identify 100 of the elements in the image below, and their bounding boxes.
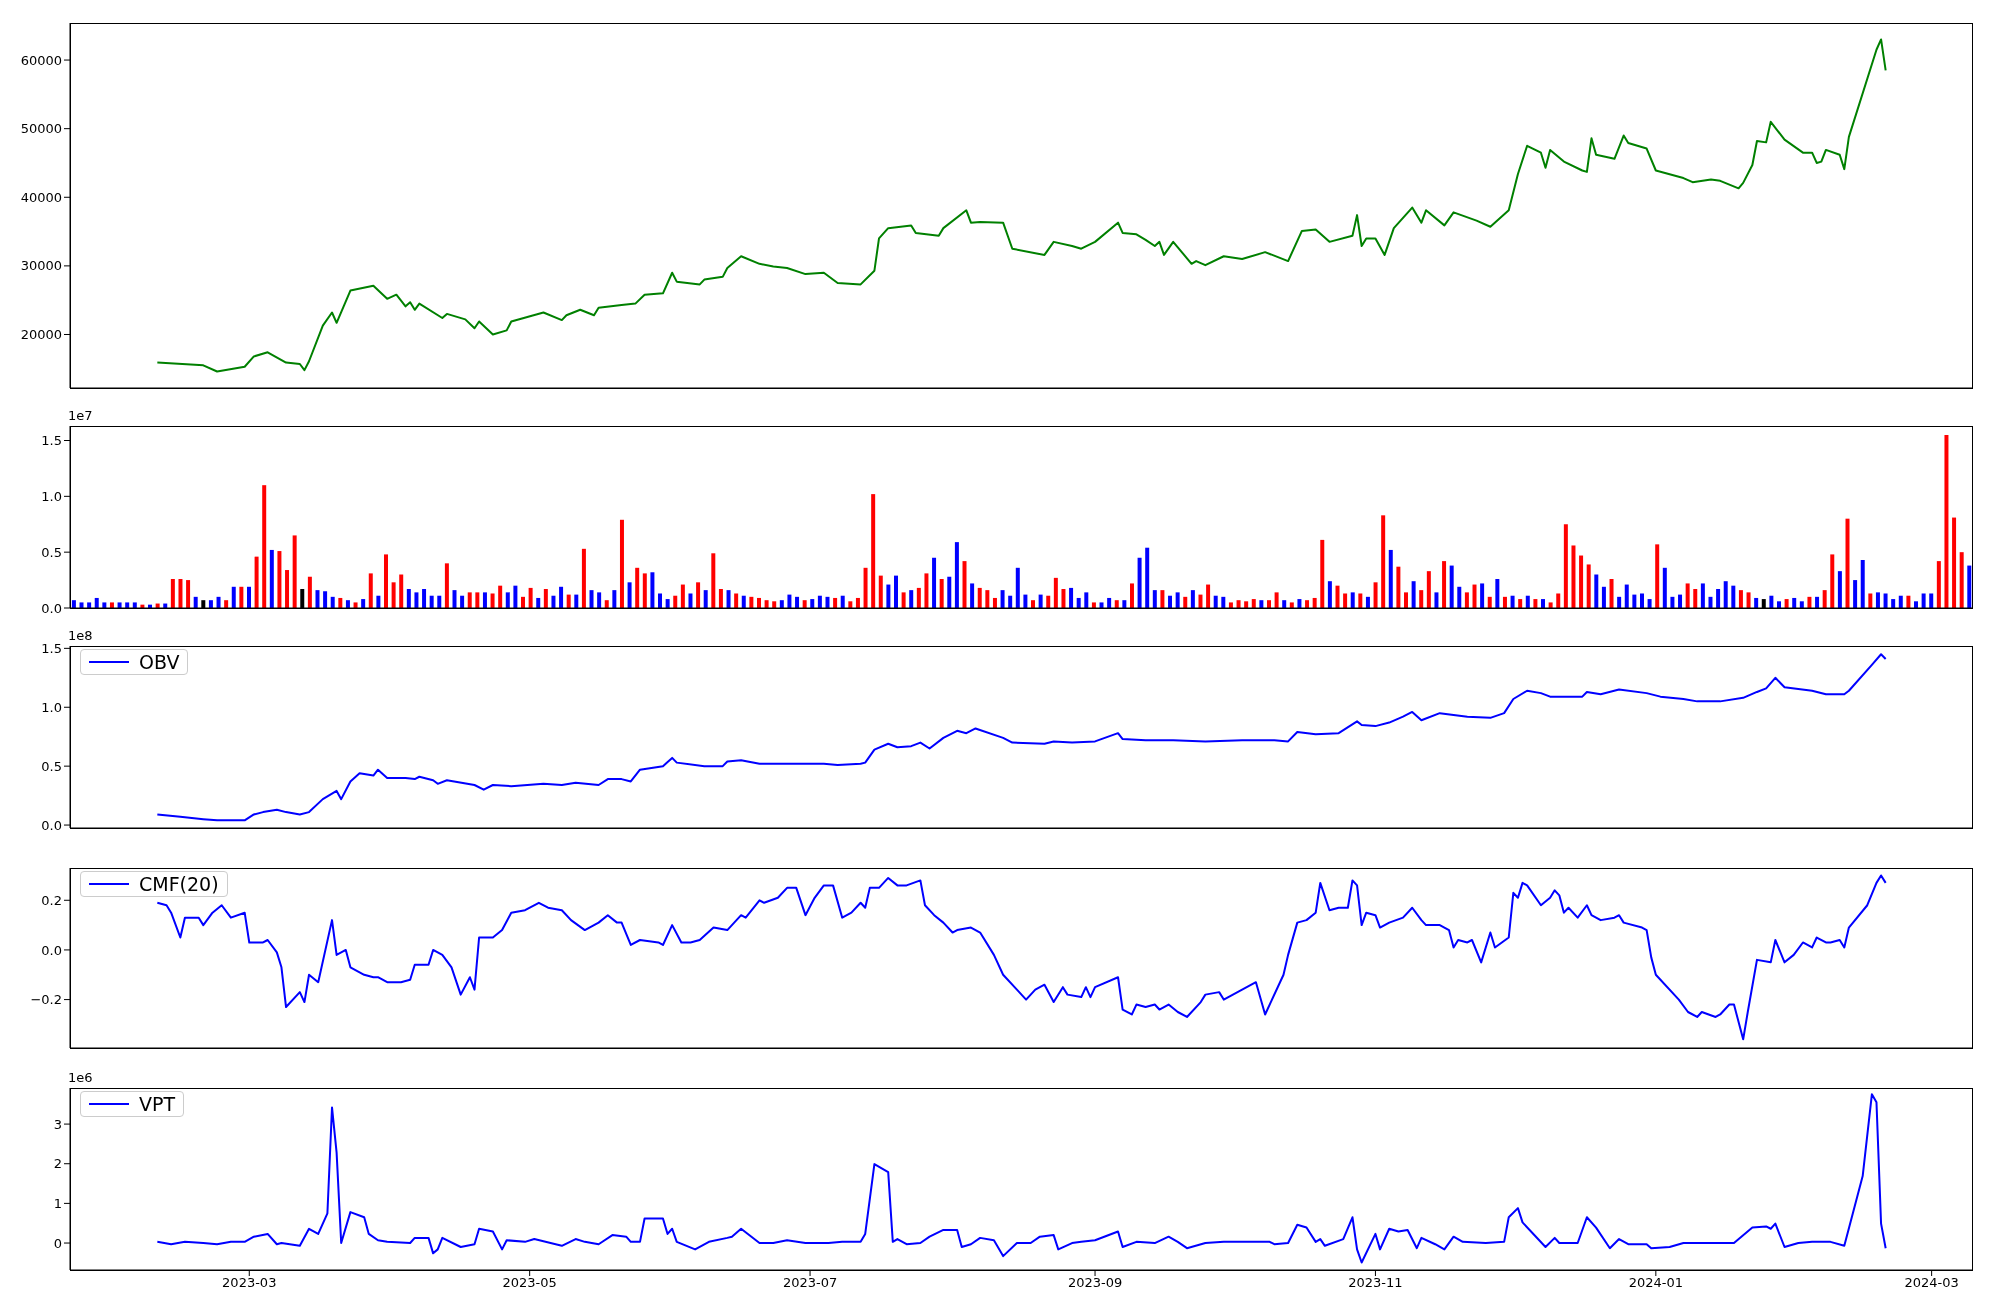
- bar: [1586, 564, 1591, 608]
- bar: [779, 600, 784, 608]
- bar: [1609, 578, 1614, 608]
- bar: [1320, 539, 1325, 608]
- bar: [262, 485, 267, 608]
- bar: [703, 590, 708, 608]
- bar: [1312, 597, 1317, 608]
- bar: [840, 595, 845, 608]
- bar: [475, 592, 480, 608]
- bar: [916, 587, 921, 608]
- bar: [1137, 557, 1142, 608]
- bar: [1837, 571, 1842, 608]
- bar: [1107, 597, 1112, 608]
- bar: [559, 586, 564, 608]
- text: 1e6: [68, 1070, 93, 1085]
- bar: [619, 519, 624, 608]
- bar: [1639, 593, 1644, 608]
- bar: [741, 595, 746, 608]
- bar: [1662, 567, 1667, 608]
- bar: [1114, 600, 1119, 608]
- y-tick-label: 1.0: [41, 488, 62, 504]
- bar: [1152, 590, 1157, 608]
- bar: [87, 602, 92, 608]
- bar: [650, 572, 655, 608]
- bar: [429, 595, 434, 608]
- bar: [1959, 552, 1964, 608]
- bar: [1655, 544, 1660, 608]
- y-tick-label: 0.5: [41, 758, 62, 774]
- bar: [239, 586, 244, 608]
- text: 1e7: [68, 408, 93, 423]
- bar: [125, 602, 130, 608]
- bar: [1898, 595, 1903, 608]
- bar: [1053, 577, 1058, 608]
- bar: [1624, 584, 1629, 608]
- bar: [1746, 592, 1751, 608]
- bar: [1350, 592, 1355, 608]
- bar: [452, 590, 457, 608]
- bar: [734, 593, 739, 608]
- bar: [543, 589, 548, 608]
- bar: [1601, 586, 1606, 608]
- bar: [909, 590, 914, 608]
- bar: [673, 595, 678, 608]
- bar: [246, 586, 251, 608]
- bar: [977, 587, 982, 608]
- bar: [1335, 585, 1340, 608]
- bar: [285, 570, 290, 608]
- bar: [1883, 593, 1888, 608]
- bar: [878, 575, 883, 608]
- bar: [1853, 580, 1858, 608]
- bar: [1091, 602, 1096, 608]
- bar: [1343, 593, 1348, 608]
- bar: [1266, 600, 1271, 608]
- bar: [1510, 595, 1515, 608]
- bar: [1830, 554, 1835, 608]
- bar: [1754, 597, 1759, 608]
- bar: [581, 548, 586, 608]
- bar: [528, 587, 533, 608]
- bar: [1442, 561, 1447, 608]
- bar: [1472, 584, 1477, 608]
- bar: [1449, 565, 1454, 608]
- legend-label: CMF(20): [139, 872, 219, 896]
- bar: [924, 573, 929, 608]
- bar: [1967, 565, 1972, 608]
- bar: [1388, 549, 1393, 608]
- x-tick-label: 2023-05: [502, 1275, 557, 1291]
- bar: [1069, 587, 1074, 608]
- bar: [947, 576, 952, 608]
- bar: [756, 597, 761, 608]
- bar: [376, 595, 381, 608]
- bar: [1236, 600, 1241, 608]
- bar: [1008, 595, 1013, 608]
- bar: [323, 591, 328, 608]
- bar: [1868, 593, 1873, 608]
- bar: [1571, 545, 1576, 608]
- bar: [1419, 590, 1424, 608]
- bar: [460, 595, 465, 608]
- bar: [985, 590, 990, 608]
- bar: [1358, 593, 1363, 608]
- bar: [208, 600, 213, 608]
- bar: [186, 580, 191, 608]
- bar: [254, 556, 259, 608]
- bar: [1411, 581, 1416, 608]
- bar: [391, 582, 396, 608]
- line-series: [156, 38, 1887, 373]
- bar: [1845, 518, 1850, 608]
- bar: [589, 590, 594, 608]
- bar: [437, 595, 442, 608]
- bar: [338, 597, 343, 608]
- bar: [551, 595, 556, 608]
- bar: [1860, 559, 1865, 608]
- bar: [1548, 602, 1553, 608]
- bar: [1175, 592, 1180, 608]
- bar: [513, 585, 518, 608]
- bar: [1525, 595, 1530, 608]
- bar: [277, 551, 282, 608]
- legend-label: OBV: [139, 650, 180, 674]
- bar: [315, 590, 320, 608]
- text: 1e8: [68, 628, 93, 643]
- x-tick-label: 2024-01: [1628, 1275, 1683, 1291]
- bar: [1738, 590, 1743, 608]
